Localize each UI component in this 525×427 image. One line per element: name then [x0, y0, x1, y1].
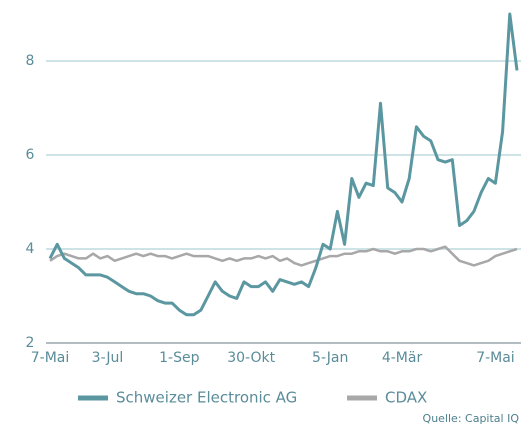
y-tick-label: 8 [26, 53, 35, 69]
x-tick-label: 7-Mai [476, 350, 515, 366]
x-tick-label: 4-Mär [382, 350, 423, 366]
x-tick-label: 3-Jul [92, 350, 124, 366]
x-tick-label: 1-Sep [159, 350, 199, 366]
x-tick-label: 30-Okt [227, 350, 275, 366]
source: Quelle: Capital IQ [423, 412, 520, 425]
x-tick-label: 7-Mai [31, 350, 70, 366]
y-tick-label: 6 [26, 147, 35, 163]
y-tick-label: 2 [26, 335, 35, 351]
legend-label: CDAX [385, 389, 427, 407]
line-series [49, 245, 518, 267]
y-tick-label: 4 [26, 241, 35, 257]
x-tick-label: 5-Jan [312, 350, 348, 366]
legend-label: Schweizer Electronic AG [116, 389, 297, 407]
line-series [48, 12, 519, 317]
